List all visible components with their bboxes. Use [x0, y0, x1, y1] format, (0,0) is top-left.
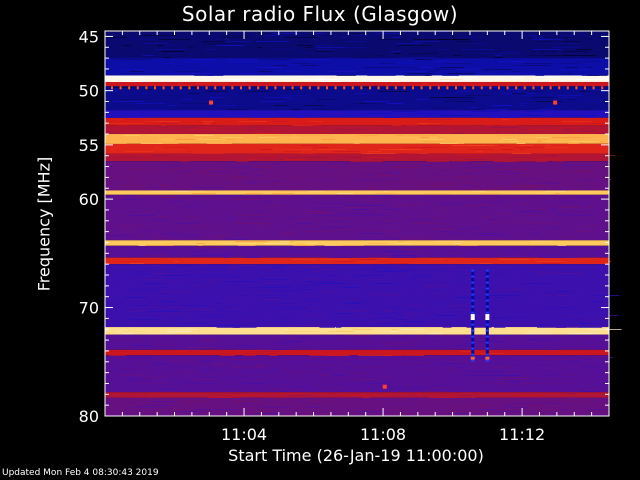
- dotted-artifact: [222, 86, 225, 90]
- dotted-artifact: [248, 86, 251, 90]
- frequency-band: [105, 81, 609, 87]
- y-axis-label: Frequency [MHz]: [34, 156, 54, 292]
- y-tick-label: 55: [79, 136, 99, 155]
- x-axis-label: Start Time (26-Jan-19 11:00:00): [228, 446, 484, 465]
- dotted-artifact: [334, 86, 337, 90]
- dotted-artifact: [394, 86, 397, 90]
- x-tick-label: 11:08: [360, 425, 406, 444]
- dotted-artifact: [283, 86, 285, 90]
- dotted-artifact: [119, 86, 122, 90]
- dotted-artifact: [162, 86, 165, 90]
- dotted-artifact: [446, 86, 449, 90]
- frequency-band: [105, 327, 609, 335]
- dotted-artifact: [111, 86, 113, 90]
- dotted-artifact: [351, 86, 354, 90]
- dotted-artifact: [128, 86, 131, 90]
- noise-texture: [105, 31, 622, 416]
- frequency-band: [105, 190, 609, 195]
- dotted-artifact: [145, 86, 148, 90]
- frequency-band: [105, 134, 609, 144]
- dotted-artifact: [541, 86, 543, 90]
- dotted-artifact: [136, 86, 139, 90]
- plot-frame: [104, 30, 610, 417]
- dotted-artifact: [437, 86, 440, 90]
- chart-title: Solar radio Flux (Glasgow): [181, 2, 459, 26]
- dotted-artifact: [386, 86, 389, 90]
- dotted-artifact: [515, 86, 518, 90]
- dotted-artifact: [463, 86, 466, 90]
- dotted-artifact: [558, 86, 561, 90]
- interference-spot: [209, 100, 214, 105]
- frequency-band: [105, 75, 609, 82]
- dotted-artifact: [429, 86, 432, 90]
- dotted-artifact: [498, 86, 500, 90]
- y-tick-label: 45: [79, 27, 99, 46]
- dotted-artifact: [154, 86, 156, 90]
- dotted-artifact: [566, 86, 569, 90]
- updated-timestamp: Updated Mon Feb 4 08:30:43 2019: [2, 468, 159, 478]
- dotted-artifact: [274, 86, 277, 90]
- dotted-artifact: [369, 86, 371, 90]
- dotted-artifact: [291, 86, 294, 90]
- axis-ticks: 45 50 55 60 70 80 11:04 11:08 11:12: [79, 27, 609, 444]
- dotted-artifact: [343, 86, 346, 90]
- burst-features: [209, 100, 558, 389]
- dotted-artifact: [601, 86, 604, 90]
- dotted-artifact: [489, 86, 492, 90]
- frequency-band: [105, 58, 609, 76]
- dotted-artifact: [317, 86, 320, 90]
- interference-spot: [382, 384, 387, 389]
- frequency-band: [105, 110, 609, 118]
- y-tick-label: 80: [79, 407, 99, 426]
- x-tick-label: 11:04: [221, 425, 267, 444]
- frequency-band: [105, 240, 609, 246]
- y-tick-label: 50: [79, 82, 99, 101]
- frequency-band: [105, 257, 609, 265]
- dotted-artifact: [403, 86, 406, 90]
- dotted-artifact: [420, 86, 423, 90]
- dotted-artifact: [257, 86, 260, 90]
- dotted-artifact: [326, 86, 328, 90]
- dotted-artifact: [300, 86, 303, 90]
- dotted-artifact: [171, 86, 174, 90]
- dotted-artifact: [188, 86, 191, 90]
- dotted-artifact: [532, 86, 535, 90]
- x-tick-label: 11:12: [499, 425, 545, 444]
- frequency-band: [105, 392, 609, 398]
- dotted-artifact: [575, 86, 578, 90]
- dotted-artifact: [523, 86, 526, 90]
- dotted-artifact: [308, 86, 311, 90]
- dotted-artifact: [240, 86, 242, 90]
- y-tick-label: 70: [79, 299, 99, 318]
- dotted-artifact: [412, 86, 414, 90]
- frequency-band: [105, 86, 609, 111]
- frequency-band: [105, 117, 609, 126]
- dotted-artifact: [592, 86, 595, 90]
- dotted-artifact: [549, 86, 552, 90]
- frequency-band: [105, 349, 609, 356]
- dotted-artifact: [231, 86, 234, 90]
- burst-core: [470, 314, 475, 321]
- dotted-artifact: [472, 86, 475, 90]
- dotted-artifact: [584, 86, 586, 90]
- burst-core: [485, 314, 490, 321]
- dotted-artifact: [214, 86, 217, 90]
- interference-spot: [553, 100, 558, 105]
- dotted-artifact: [455, 86, 457, 90]
- frequency-band: [105, 334, 609, 350]
- frequency-band: [105, 245, 609, 258]
- dotted-artifact: [360, 86, 363, 90]
- dotted-artifact: [377, 86, 380, 90]
- frequency-band: [105, 264, 609, 328]
- dotted-artifact: [205, 86, 208, 90]
- dotted-artifact: [197, 86, 199, 90]
- dotted-artifact: [506, 86, 509, 90]
- y-tick-label: 60: [79, 190, 99, 209]
- frequency-band: [105, 143, 609, 154]
- dotted-artifact: [265, 86, 268, 90]
- dotted-artifact: [480, 86, 483, 90]
- dotted-artifact: [179, 86, 182, 90]
